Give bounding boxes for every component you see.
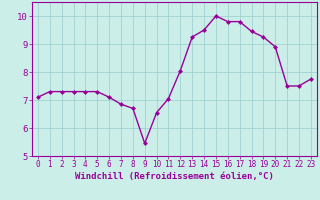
X-axis label: Windchill (Refroidissement éolien,°C): Windchill (Refroidissement éolien,°C) <box>75 172 274 181</box>
